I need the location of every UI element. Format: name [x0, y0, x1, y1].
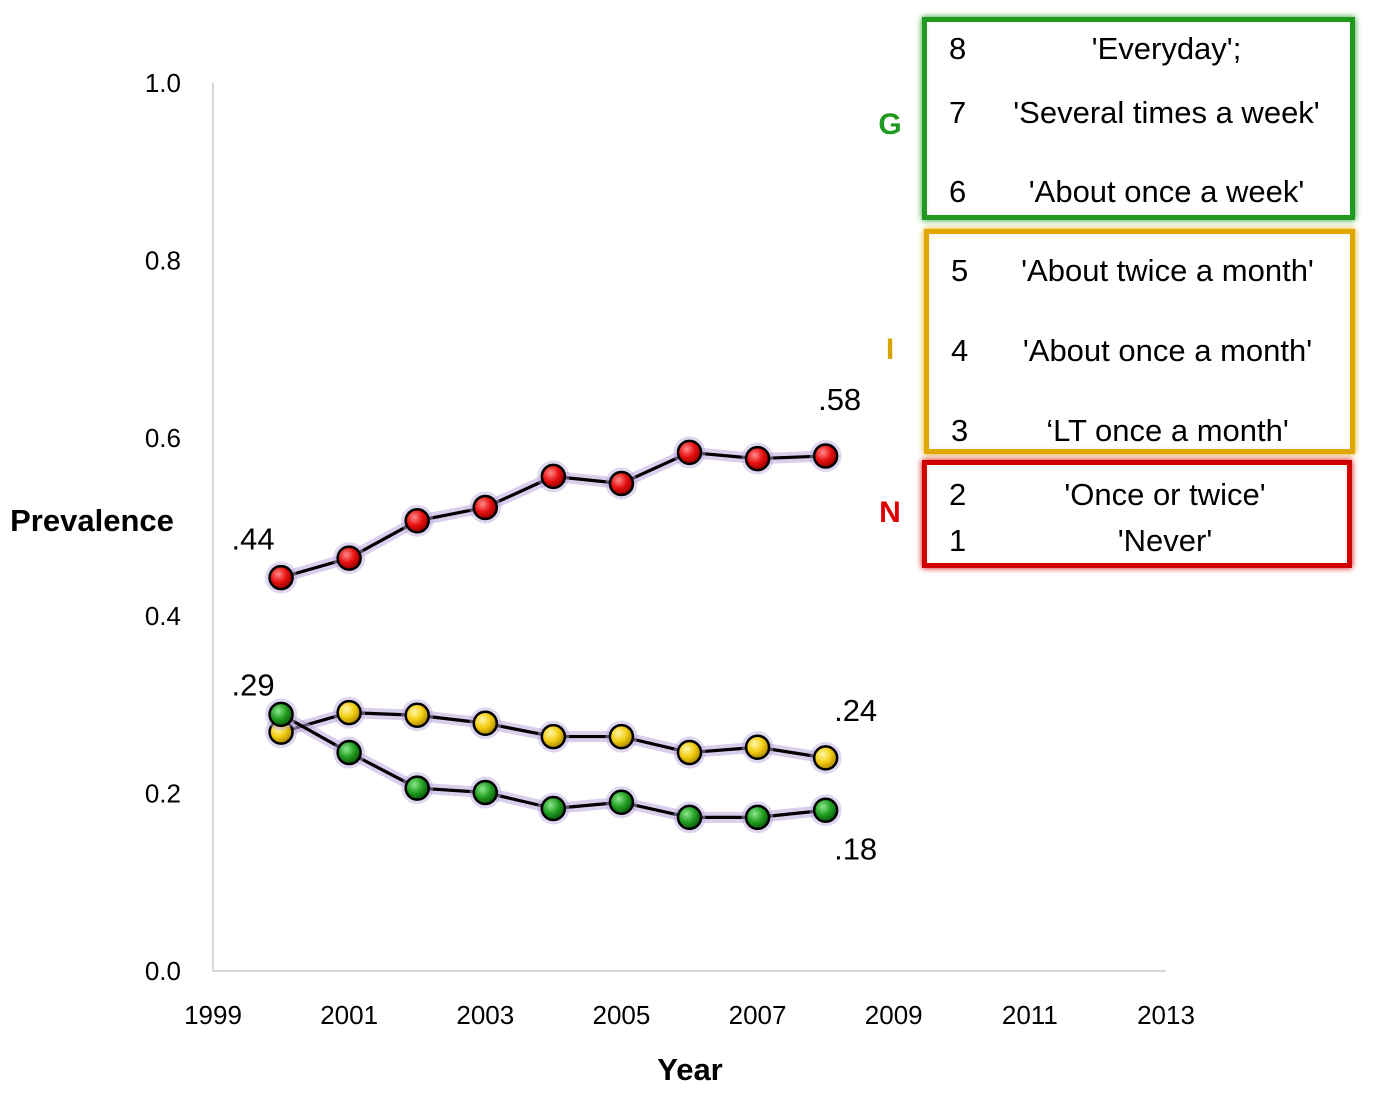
legend-item-label: 'Never' — [1117, 523, 1213, 558]
legend-group-letter: G — [878, 108, 901, 141]
legend-item: 3 ‘LT once a month' — [929, 413, 1350, 453]
legend-item-label: 'Everyday'; — [1091, 31, 1242, 66]
legend-item-label: 'About once a week' — [1028, 174, 1305, 209]
legend-item: 5 'About twice a month' — [929, 253, 1350, 293]
series-N-point — [268, 564, 294, 591]
series-N-point — [336, 545, 362, 571]
legend-item-label: ‘LT once a month' — [1046, 413, 1289, 448]
legend-item: 8 'Everyday'; — [927, 31, 1350, 71]
y-axis-title: Prevalence — [10, 503, 174, 538]
x-tick-label: 1999 — [184, 1000, 242, 1030]
series-N-point — [404, 508, 430, 534]
legend-item-code: 1 — [949, 523, 967, 558]
legend-group-I: 5 'About twice a month' 4 'About once a mon… — [924, 229, 1355, 454]
series-I-point — [744, 734, 771, 760]
y-tick-label: 0.6 — [145, 423, 181, 453]
series-I-point — [540, 723, 567, 750]
x-tick-label: 2001 — [320, 1000, 378, 1030]
legend-item-code: 7 — [949, 95, 967, 130]
legend-group-letter: N — [879, 496, 901, 529]
legend-item-label: 'About twice a month' — [1021, 253, 1314, 288]
series-N-point — [676, 439, 703, 466]
x-tick-label: 2007 — [729, 1000, 787, 1030]
y-tick-label: 0.2 — [145, 778, 181, 808]
x-tick-label: 2013 — [1137, 1000, 1195, 1030]
legend-item-label: 'About once a month' — [1022, 333, 1313, 368]
series-G-point — [744, 804, 771, 831]
series-N-point — [608, 470, 635, 497]
legend-item-label: 'Several times a week' — [1013, 95, 1320, 130]
series-G-point — [404, 775, 430, 801]
series-N-point — [812, 443, 839, 469]
y-tick-label: 0.8 — [145, 246, 181, 276]
x-tick-label: 2011 — [1002, 1000, 1058, 1030]
data-label: .18 — [834, 831, 877, 866]
data-label: .24 — [834, 693, 877, 728]
series-G-point — [540, 795, 567, 822]
y-tick-label: 0.4 — [145, 601, 181, 631]
series-G-point — [268, 701, 294, 728]
series-N-point — [540, 463, 567, 490]
series-I-point — [472, 710, 499, 736]
series-N-point — [472, 494, 499, 521]
x-tick-label: 2005 — [593, 1000, 651, 1030]
series-N-point — [744, 445, 771, 472]
legend-item-code: 4 — [951, 333, 969, 368]
data-label: .44 — [232, 522, 275, 557]
legend-item: 2 'Once or twice' — [927, 477, 1347, 517]
series-I-point — [404, 702, 430, 729]
series-G-point — [472, 779, 499, 806]
series-G-point — [336, 739, 362, 766]
x-axis-title: Year — [657, 1052, 723, 1087]
series-G-point — [812, 797, 839, 824]
data-label: .58 — [818, 382, 861, 417]
legend-item-code: 6 — [949, 174, 967, 209]
series-G-point — [676, 804, 703, 831]
y-tick-label: 1.0 — [145, 68, 181, 98]
legend-item: 6 'About once a week' — [927, 174, 1350, 214]
legend-item-code: 3 — [951, 413, 969, 448]
legend-item: 7 'Several times a week' — [927, 95, 1350, 135]
legend-item-code: 8 — [949, 31, 967, 66]
legend-item-label: 'Once or twice' — [1064, 477, 1266, 512]
series-I-point — [336, 699, 362, 726]
legend-group-G: 8 'Everyday'; 7 'Several times a week' 6 'Abo… — [922, 17, 1355, 220]
legend-item: 1 'Never' — [927, 523, 1347, 563]
legend-item-code: 2 — [949, 477, 967, 512]
series-I-point — [608, 723, 635, 750]
series-I-point — [676, 739, 703, 766]
y-tick-label: 0.0 — [145, 956, 181, 986]
data-label: .29 — [232, 667, 275, 702]
x-tick-label: 2003 — [456, 1000, 514, 1030]
legend-item-code: 5 — [951, 253, 969, 288]
legend-item: 4 'About once a month' — [929, 333, 1350, 373]
legend-group-letter: I — [886, 333, 894, 366]
series-I-point — [812, 745, 839, 771]
x-tick-label: 2009 — [865, 1000, 923, 1030]
legend-group-N: 2 'Once or twice' 1 'Never' — [922, 460, 1352, 568]
series-G-point — [608, 789, 635, 816]
